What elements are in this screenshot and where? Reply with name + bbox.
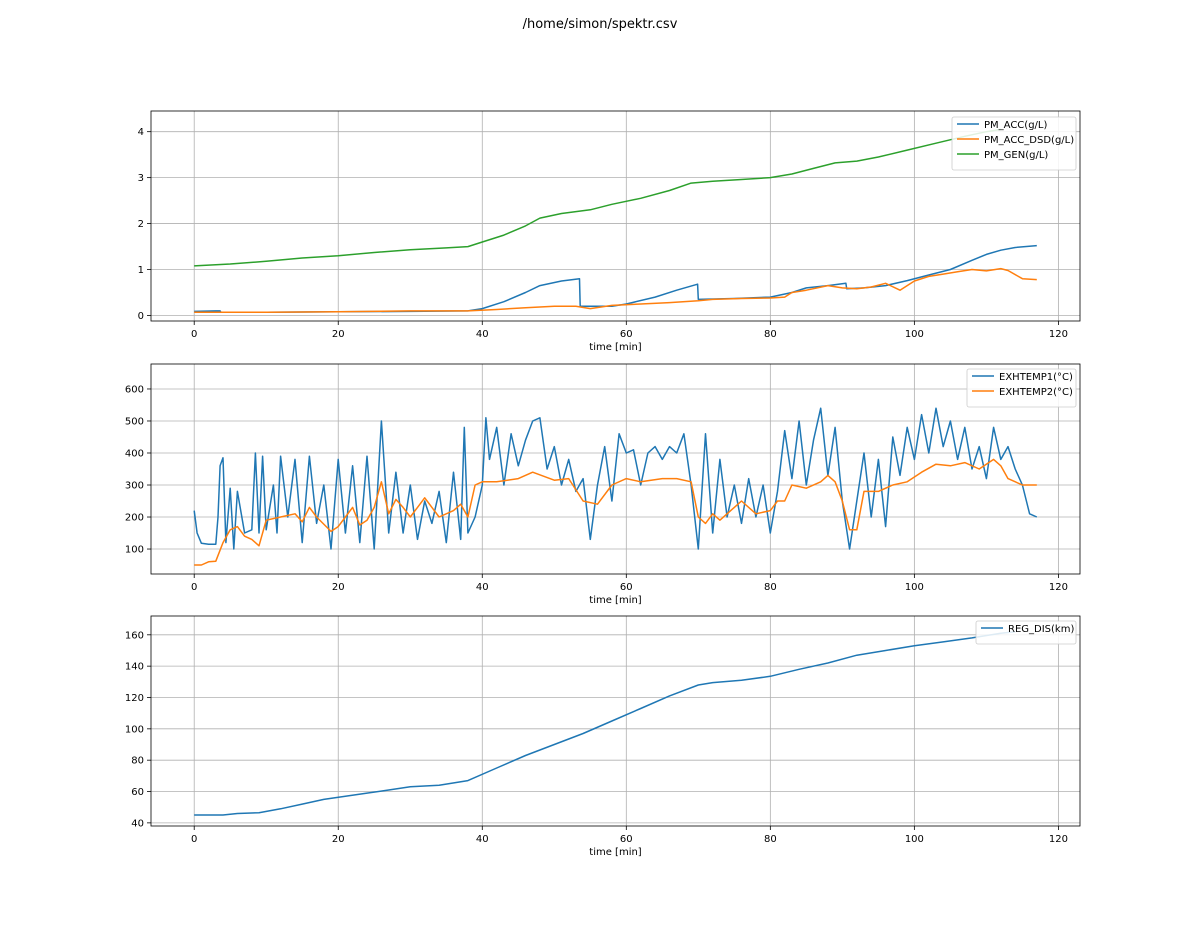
x-tick-label: 100 bbox=[905, 834, 924, 845]
y-tick-label: 4 bbox=[138, 127, 144, 138]
x-tick-label: 0 bbox=[191, 582, 197, 593]
x-axis-label: time [min] bbox=[589, 342, 642, 353]
x-tick-label: 20 bbox=[332, 834, 345, 845]
legend-box bbox=[951, 116, 1077, 171]
y-tick-label: 200 bbox=[125, 513, 144, 524]
series-line-2 bbox=[194, 267, 1037, 314]
x-tick-label: 20 bbox=[332, 582, 345, 593]
y-tick-label: 2 bbox=[138, 219, 144, 230]
x-tick-label: 120 bbox=[1049, 329, 1068, 340]
series-line-1 bbox=[193, 407, 1038, 550]
x-tick-label: 0 bbox=[191, 834, 197, 845]
y-tick-label: 0 bbox=[138, 311, 144, 322]
legend-label: EXHTEMP1(°C) bbox=[999, 372, 1073, 383]
series-line-1 bbox=[194, 244, 1037, 314]
axes-frame bbox=[150, 110, 1081, 322]
figure-title: /home/simon/spektr.csv bbox=[523, 17, 678, 32]
y-tick-label: 100 bbox=[125, 545, 144, 556]
chart-panel-1: 0 20 40 60 80 100 120 0 1 2 3 4 time [min] PM_ACC(g/L… bbox=[138, 110, 1081, 353]
y-tick-label: 140 bbox=[125, 662, 144, 673]
chart-panel-3: 0 20 40 60 80 100 120 40 60 80 100 120 140 160 time [m… bbox=[125, 615, 1081, 858]
legend-label: PM_GEN(g/L) bbox=[984, 150, 1048, 161]
series-group bbox=[194, 630, 1016, 816]
x-tick-label: 100 bbox=[905, 582, 924, 593]
y-tick-label: 40 bbox=[131, 818, 144, 829]
chart-panel-2: 0 20 40 60 80 100 120 100 200 300 400 500 600 time [m… bbox=[125, 363, 1081, 606]
x-tick-label: 80 bbox=[764, 582, 777, 593]
x-axis-label: time [min] bbox=[589, 847, 642, 858]
x-tick-label: 120 bbox=[1049, 582, 1068, 593]
x-tick-label: 120 bbox=[1049, 834, 1068, 845]
series-line-3 bbox=[194, 128, 1001, 267]
x-tick-label: 60 bbox=[620, 582, 633, 593]
x-tick-label: 40 bbox=[476, 582, 489, 593]
x-tick-label: 80 bbox=[764, 329, 777, 340]
legend-label: REG_DIS(km) bbox=[1008, 624, 1074, 635]
y-tick-label: 300 bbox=[125, 481, 144, 492]
x-tick-label: 100 bbox=[905, 329, 924, 340]
axes-frame bbox=[150, 363, 1081, 575]
series-line-1 bbox=[194, 630, 1016, 816]
y-tick-label: 3 bbox=[138, 173, 144, 184]
legend-label: PM_ACC(g/L) bbox=[984, 120, 1047, 131]
x-axis-label: time [min] bbox=[589, 595, 642, 606]
y-tick-label: 400 bbox=[125, 448, 144, 459]
series-group bbox=[194, 128, 1037, 314]
axes-frame bbox=[150, 615, 1081, 827]
x-tick-label: 60 bbox=[620, 834, 633, 845]
y-tick-label: 120 bbox=[125, 693, 144, 704]
series-line-2 bbox=[194, 458, 1037, 566]
x-tick-label: 60 bbox=[620, 329, 633, 340]
x-tick-label: 80 bbox=[764, 834, 777, 845]
x-tick-label: 40 bbox=[476, 834, 489, 845]
x-tick-label: 40 bbox=[476, 329, 489, 340]
legend-label: EXHTEMP2(°C) bbox=[999, 387, 1073, 398]
legend-box bbox=[966, 368, 1077, 408]
x-tick-label: 20 bbox=[332, 329, 345, 340]
y-tick-label: 500 bbox=[125, 416, 144, 427]
y-tick-label: 60 bbox=[131, 787, 144, 798]
y-tick-label: 80 bbox=[131, 756, 144, 767]
y-tick-label: 600 bbox=[125, 384, 144, 395]
legend-label: PM_ACC_DSD(g/L) bbox=[984, 135, 1074, 146]
y-tick-label: 1 bbox=[138, 265, 144, 276]
x-tick-label: 0 bbox=[191, 329, 197, 340]
series-group bbox=[193, 407, 1038, 566]
y-tick-label: 100 bbox=[125, 724, 144, 735]
y-tick-label: 160 bbox=[125, 630, 144, 641]
legend-box bbox=[975, 620, 1077, 645]
